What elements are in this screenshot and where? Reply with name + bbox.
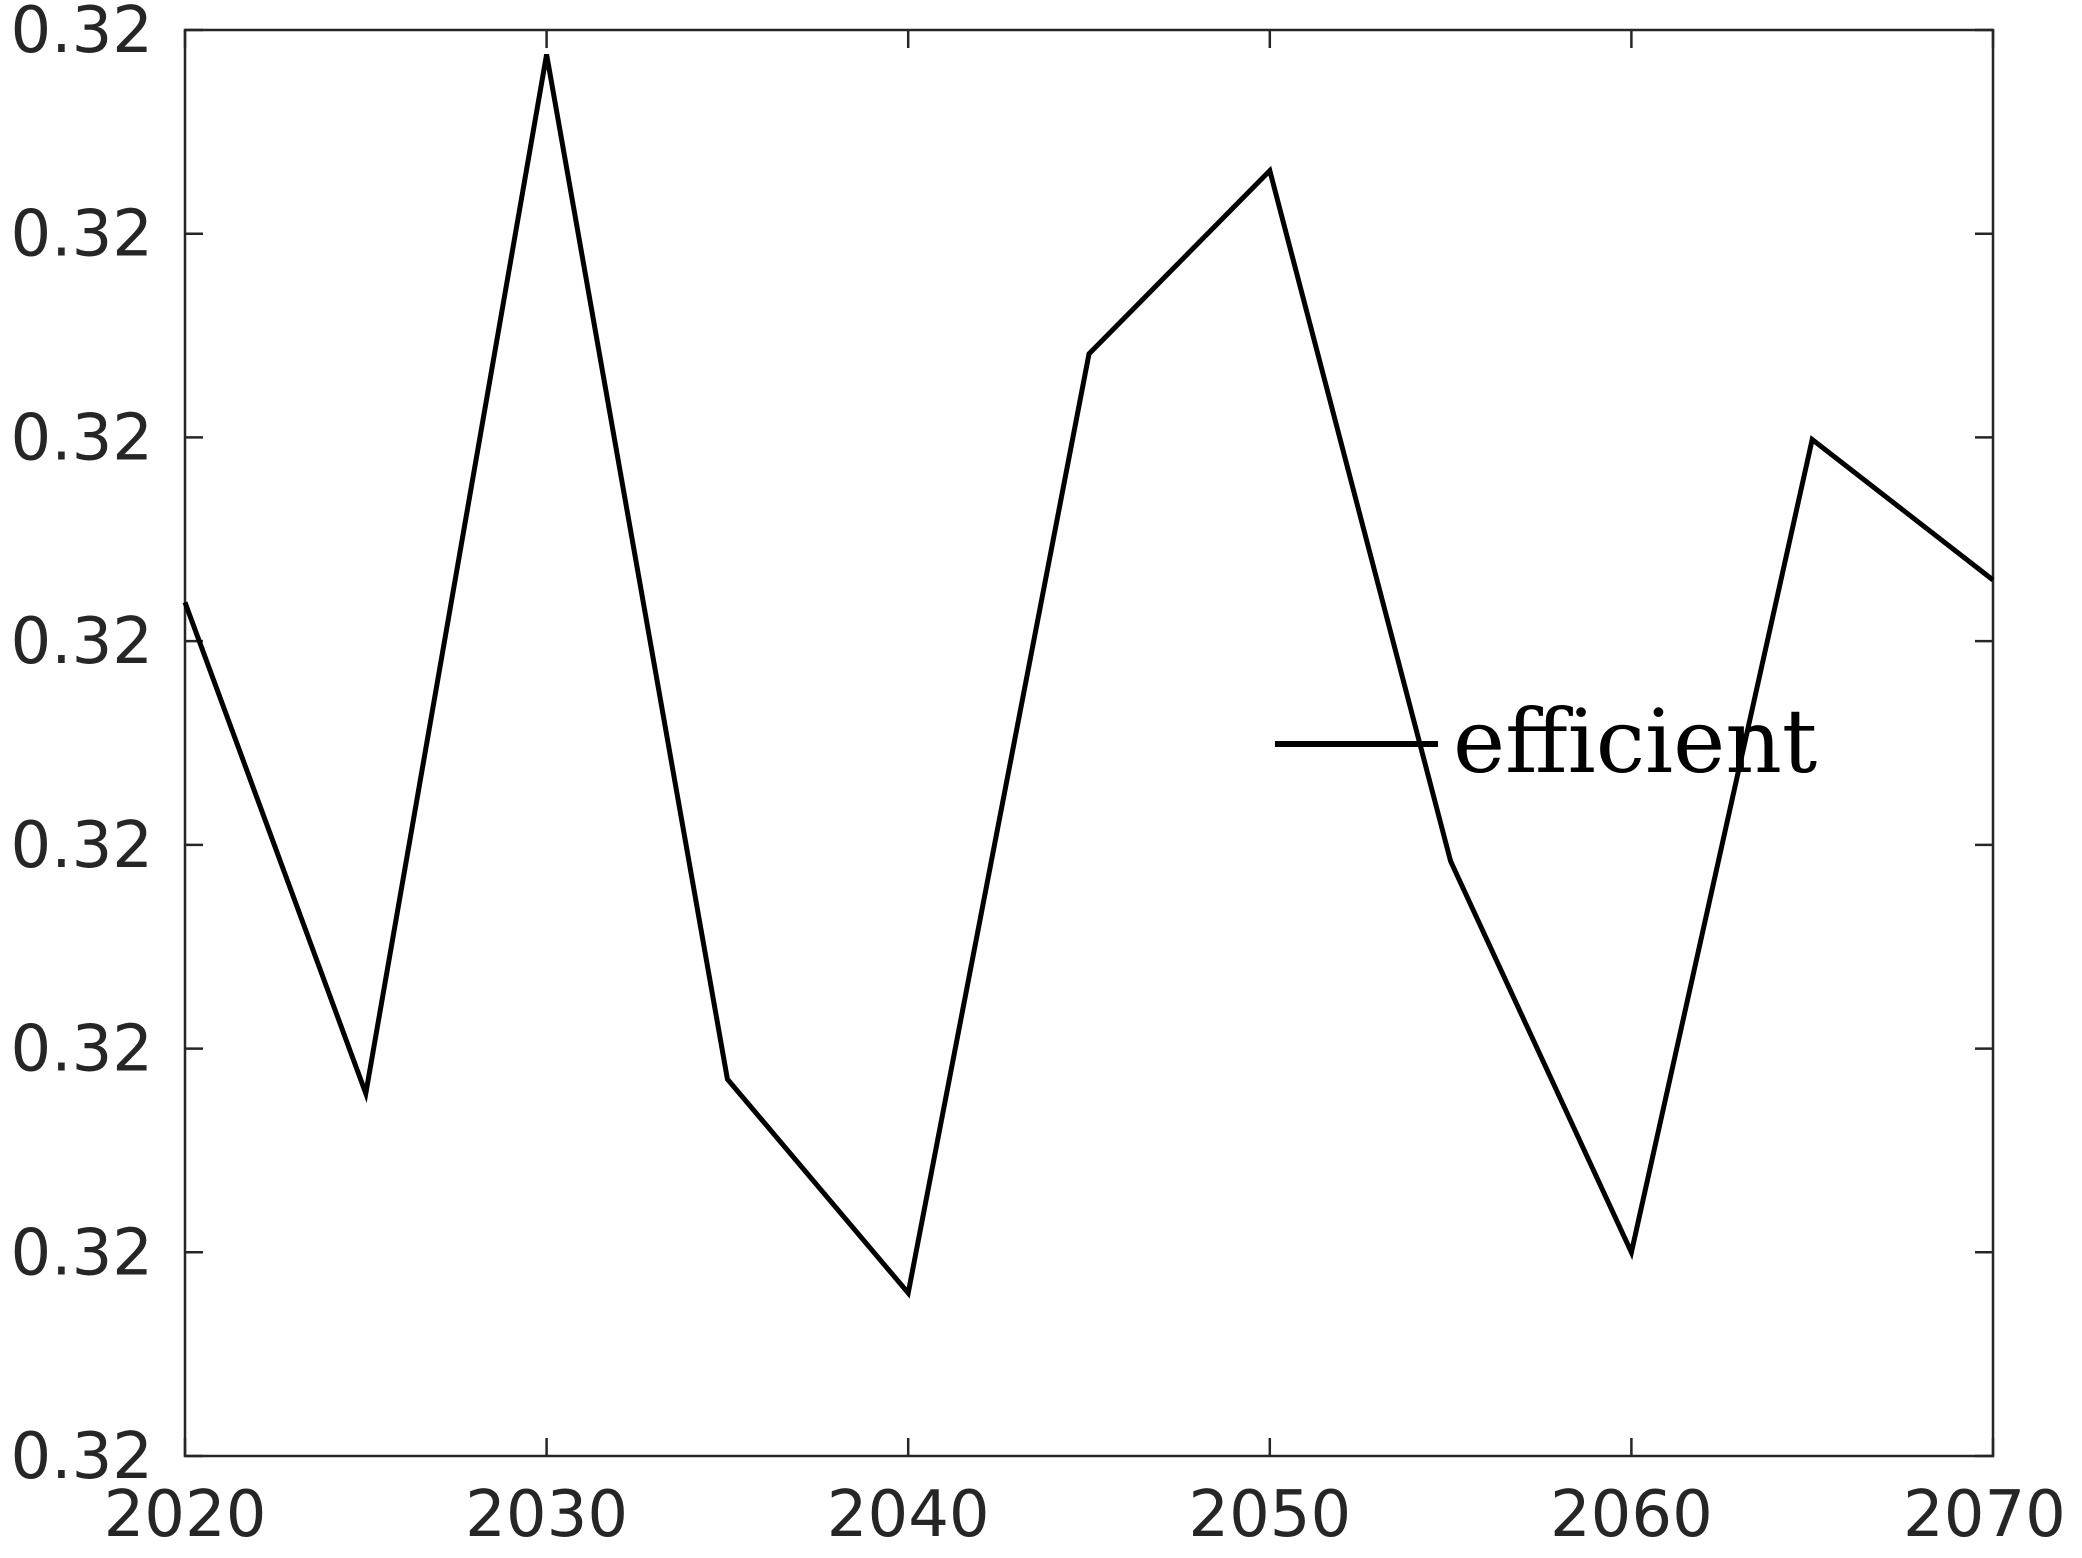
y-tick-label: 0.32	[11, 1216, 154, 1290]
series-line-efficient	[185, 54, 1993, 1293]
x-tick-label: 2040	[827, 1478, 990, 1552]
y-tick-label: 0.32	[11, 0, 154, 68]
y-tick-label: 0.32	[11, 401, 154, 475]
x-tick-label: 2030	[465, 1478, 628, 1552]
x-tick-label: 2050	[1188, 1478, 1351, 1552]
y-tick-label: 0.32	[11, 198, 154, 272]
y-tick-label: 0.32	[11, 605, 154, 679]
x-tick-label: 2070	[1903, 1478, 2066, 1552]
x-tick-label: 2060	[1550, 1478, 1713, 1552]
legend: efficient	[1275, 690, 1817, 793]
series-layer	[185, 54, 1993, 1293]
legend-label: efficient	[1453, 690, 1817, 793]
y-tick-label: 0.32	[11, 1420, 154, 1494]
y-tick-label: 0.32	[11, 1013, 154, 1087]
y-tick-label: 0.32	[11, 809, 154, 883]
